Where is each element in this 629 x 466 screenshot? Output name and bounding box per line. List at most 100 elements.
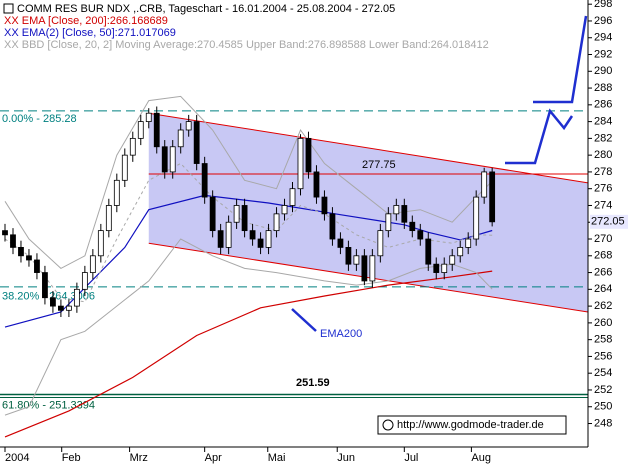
x-tick-label: Jun <box>337 452 355 464</box>
candle-body <box>449 255 456 265</box>
y-tick-label: 252 <box>594 384 612 396</box>
candle-body <box>465 238 472 248</box>
last-price-label: 272.05 <box>591 216 625 228</box>
candle-body <box>193 121 200 164</box>
y-tick-label: 278 <box>594 166 612 178</box>
resistance-label: 277.75 <box>362 159 396 171</box>
candle-body <box>321 196 328 215</box>
candle-body <box>409 221 416 232</box>
candle-body <box>401 205 408 223</box>
candle-body <box>305 137 312 173</box>
y-tick-label: 298 <box>594 0 612 10</box>
candle-body <box>337 238 344 248</box>
channel-line <box>148 112 589 184</box>
candle-body <box>153 112 160 148</box>
candle-body <box>105 205 112 232</box>
legend-entry: XX BBD [Close, 20, 2] Moving Average:270… <box>4 39 489 51</box>
legend-entry: XX EMA(2) [Close, 50]:271.017069 <box>4 27 176 39</box>
y-tick-label: 264 <box>594 283 612 295</box>
legend-entry: XX EMA [Close, 200]:266.168689 <box>4 15 168 27</box>
y-tick-label: 250 <box>594 401 612 413</box>
last-price-box <box>590 214 628 229</box>
title-icon <box>3 3 14 14</box>
candle-body <box>289 188 296 206</box>
y-tick-label: 294 <box>594 32 612 44</box>
x-tick-label: Mrz <box>130 452 148 464</box>
candle-body <box>345 247 352 265</box>
candle-body <box>129 137 136 156</box>
candle-body <box>169 146 176 173</box>
x-tick-label: Mai <box>268 452 286 464</box>
candle-body <box>377 230 384 257</box>
candle-body <box>50 297 56 307</box>
candle-body <box>313 171 320 198</box>
candle-body <box>441 263 448 273</box>
candle-body <box>26 255 32 261</box>
source-box <box>377 415 567 435</box>
candle-body <box>281 205 288 215</box>
candle-body <box>217 230 224 248</box>
candle-body <box>249 230 256 240</box>
candle-body <box>225 221 232 248</box>
candle-body <box>89 255 96 273</box>
candle-body <box>18 247 24 257</box>
candle-body <box>489 171 496 223</box>
indicator-line <box>4 194 493 328</box>
chart-title: COMM RES BUR NDX ,.CRB, Tageschart - 16.… <box>17 3 395 15</box>
y-tick-label: 256 <box>594 350 612 362</box>
y-tick-label: 266 <box>594 266 612 278</box>
candle-body <box>137 121 144 139</box>
candle-body <box>10 234 16 248</box>
candle-body <box>297 137 304 190</box>
candle-body <box>2 230 8 236</box>
x-tick-label: Jul <box>404 452 418 464</box>
candle-body <box>273 213 280 232</box>
candle-body <box>81 272 88 290</box>
y-tick-label: 282 <box>594 132 612 144</box>
fib-label: 0.00% - 285.28 <box>2 113 77 125</box>
target-label: 251.59 <box>296 377 330 389</box>
x-tick-label: 2004 <box>5 452 29 464</box>
y-tick-label: 292 <box>594 48 612 60</box>
fib-label: 61.80% - 251.3394 <box>2 399 95 411</box>
y-tick-label: 248 <box>594 417 612 429</box>
x-tick-label: Apr <box>205 452 222 464</box>
y-tick-label: 270 <box>594 233 612 245</box>
candle-body <box>481 171 488 198</box>
projection-arrow <box>505 108 574 165</box>
candle-body <box>58 305 64 311</box>
y-tick-label: 258 <box>594 334 612 346</box>
candle-body <box>257 238 264 248</box>
y-tick-label: 260 <box>594 317 612 329</box>
candle-body <box>201 163 208 198</box>
y-tick-label: 262 <box>594 300 612 312</box>
candle-body <box>473 196 480 240</box>
candle-body <box>233 205 240 223</box>
channel-fill <box>148 113 588 312</box>
y-tick-label: 280 <box>594 149 612 161</box>
copyright-icon <box>382 419 394 431</box>
y-tick-label: 290 <box>594 65 612 77</box>
candle-body <box>121 154 128 181</box>
candle-body <box>42 272 48 299</box>
y-tick-label: 274 <box>594 199 612 211</box>
candle-body <box>65 305 72 311</box>
indicator-line <box>4 95 493 270</box>
candle-body <box>34 259 40 273</box>
candle-body <box>265 230 272 248</box>
candle-body <box>353 255 360 265</box>
annotation: EMA200 <box>320 328 362 340</box>
candle-body <box>161 146 168 173</box>
candle-body <box>417 230 424 240</box>
y-tick-label: 276 <box>594 183 612 195</box>
candle-body <box>209 196 216 232</box>
channel-line <box>148 242 589 313</box>
candle-body <box>97 230 104 257</box>
candle-body <box>185 121 192 131</box>
y-tick-label: 284 <box>594 116 612 128</box>
candle-body <box>113 179 120 206</box>
y-tick-label: 268 <box>594 250 612 262</box>
